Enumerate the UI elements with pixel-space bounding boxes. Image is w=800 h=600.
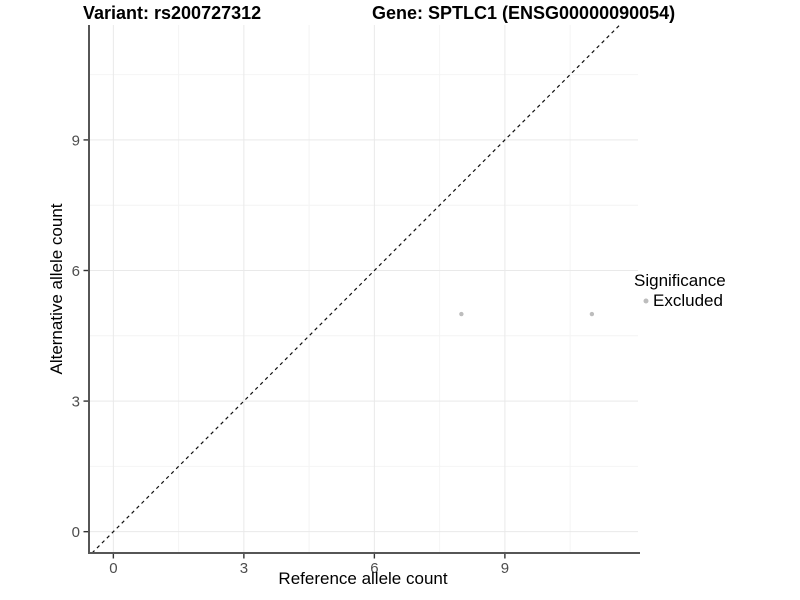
x-tick-label: 9	[501, 560, 509, 577]
legend-title: Significance	[634, 271, 726, 290]
data-point	[459, 311, 464, 317]
y-axis-title: Alternative allele count	[47, 203, 66, 375]
x-tick-label: 0	[109, 560, 117, 577]
plot-title-gene: Gene: SPTLC1 (ENSG00000090054)	[372, 3, 676, 23]
x-axis-title: Reference allele count	[278, 569, 448, 588]
identity-line	[91, 24, 621, 554]
y-tick-label: 3	[72, 394, 80, 411]
data-point	[589, 311, 595, 317]
x-tick-label: 3	[240, 560, 248, 577]
legend-item-label: Excluded	[653, 291, 723, 310]
y-tick-label: 0	[72, 524, 80, 541]
y-tick-label: 9	[72, 132, 80, 149]
x-tick-label: 6	[370, 560, 378, 577]
y-tick-label: 6	[72, 263, 80, 280]
legend: Significance Excluded	[632, 271, 726, 311]
legend-item-excluded: Excluded	[632, 291, 726, 311]
legend-point-icon	[639, 294, 653, 308]
plot-title-variant: Variant: rs200727312	[83, 3, 262, 23]
